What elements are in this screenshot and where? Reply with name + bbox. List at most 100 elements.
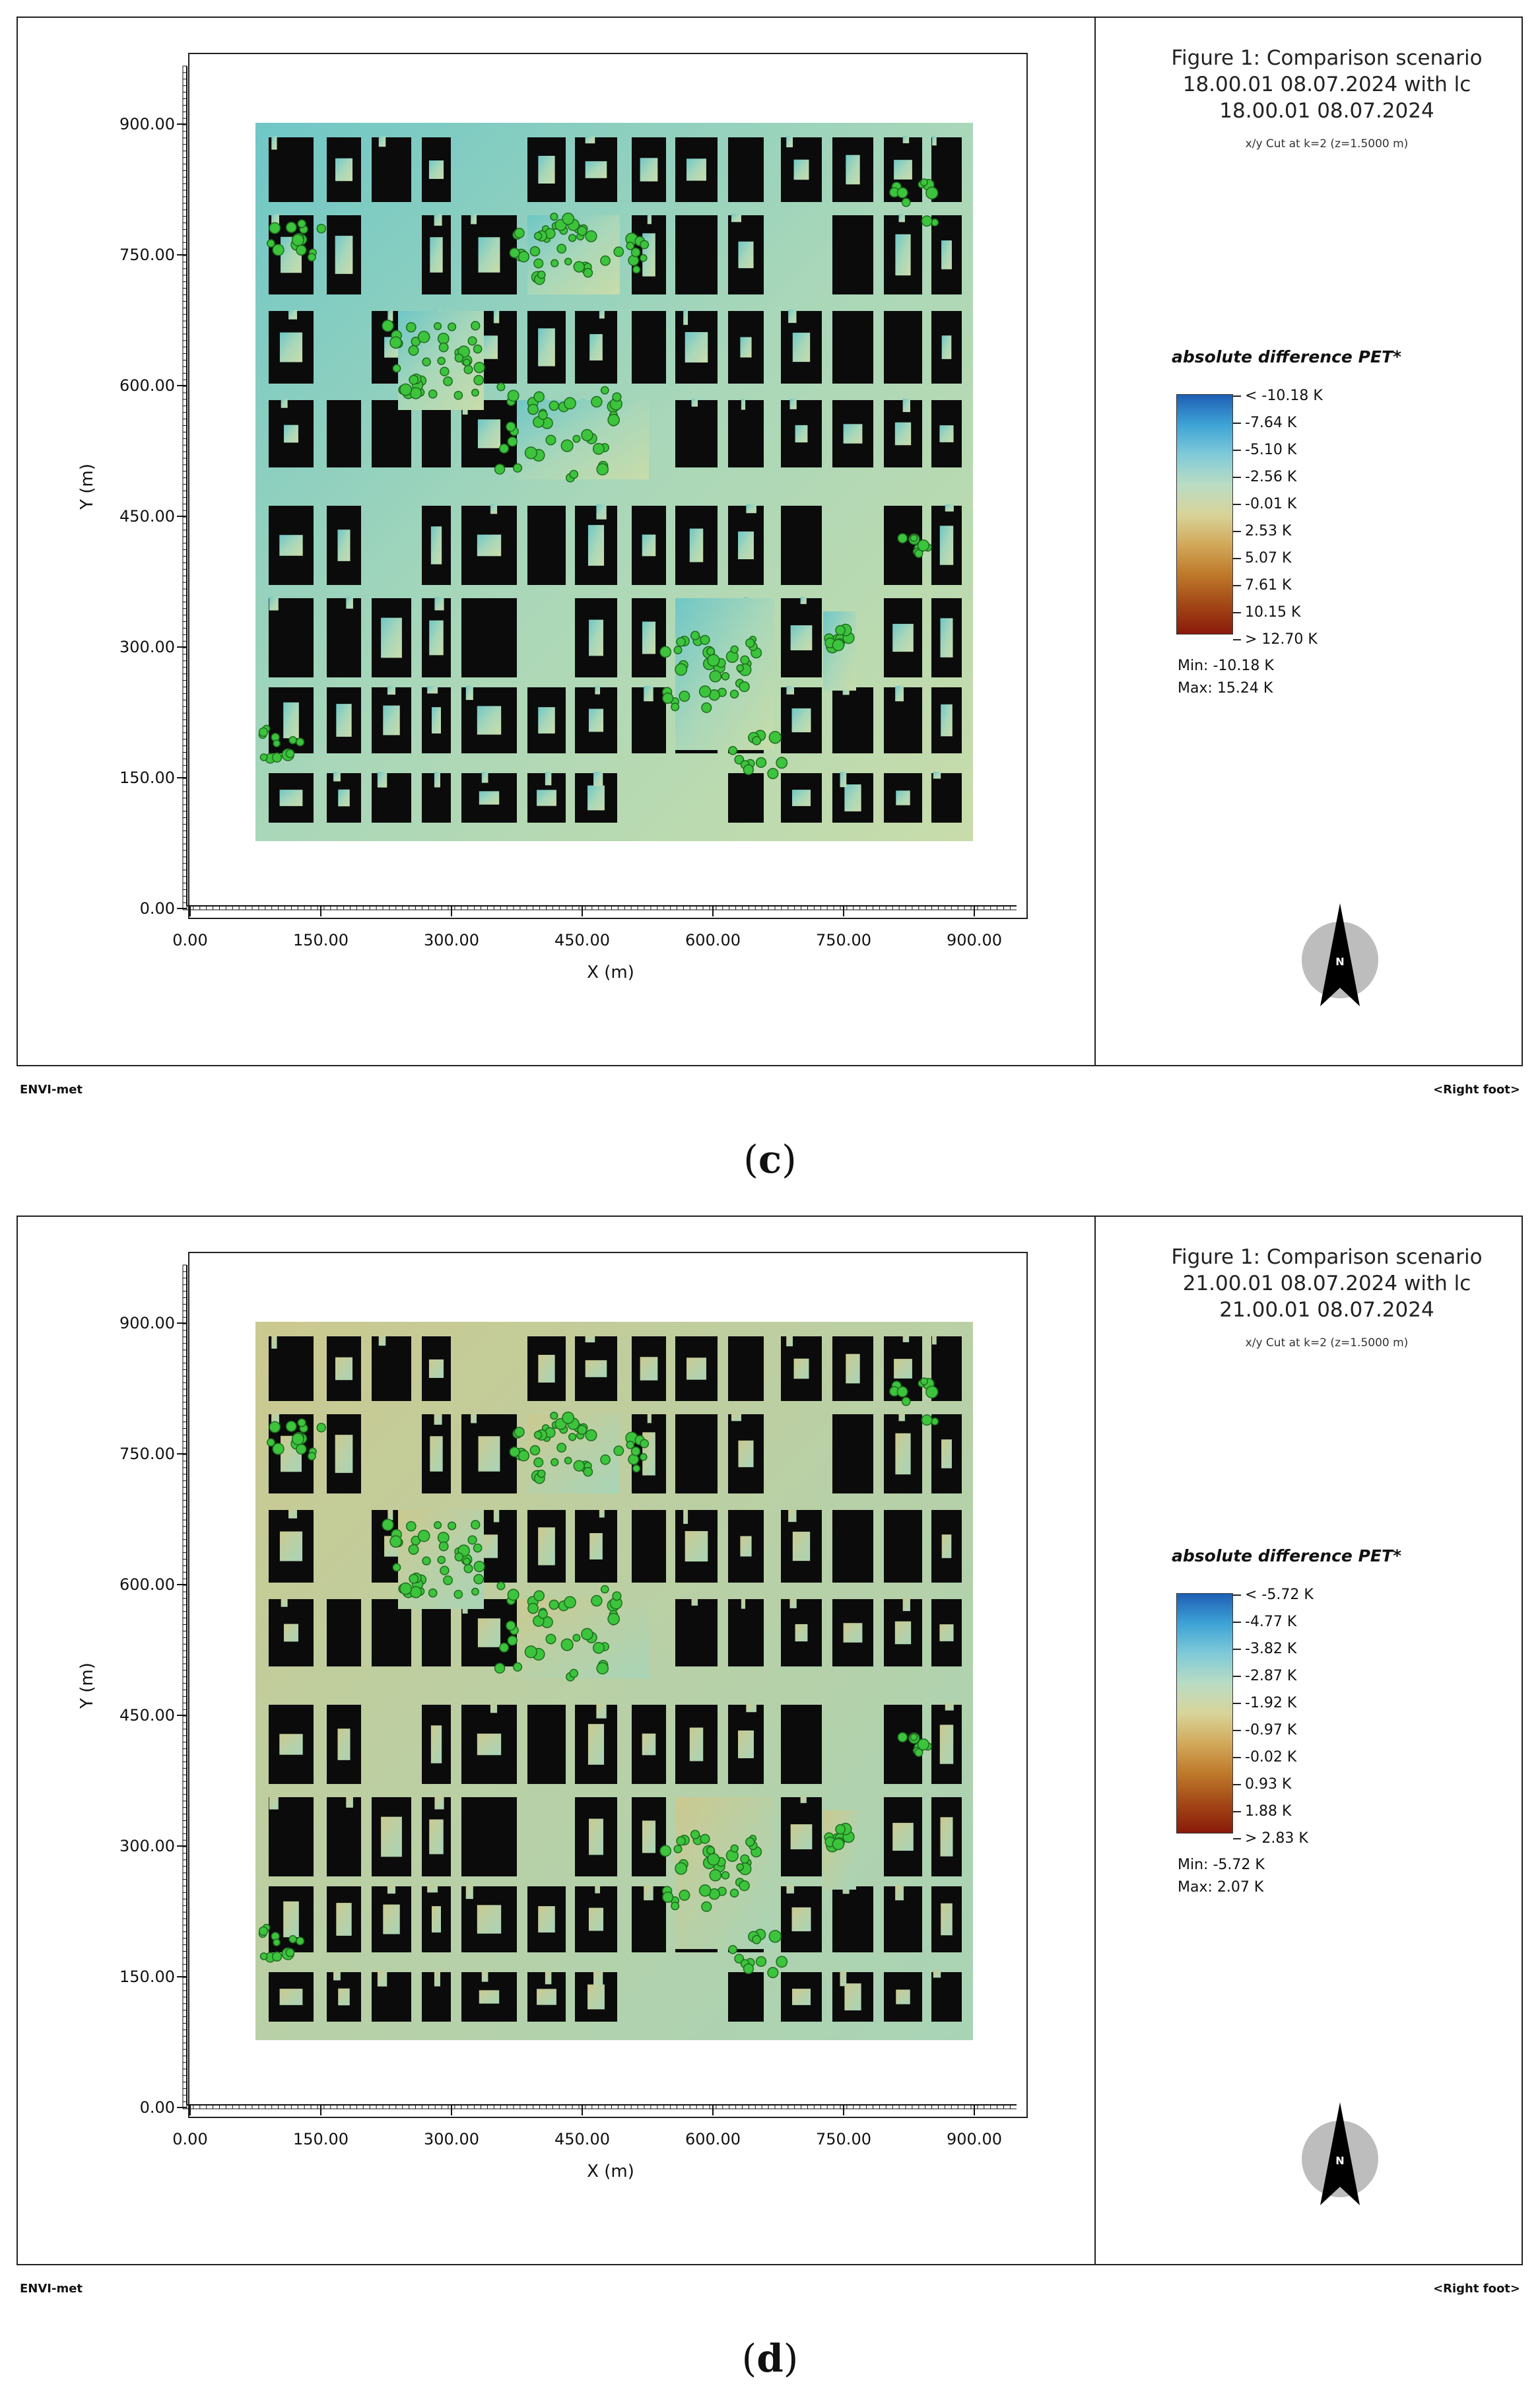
tree (509, 1447, 520, 1458)
tree (297, 1418, 306, 1427)
courtyard (941, 240, 952, 269)
courtyard (892, 623, 914, 652)
courtyard (788, 1509, 797, 1523)
building (327, 1599, 361, 1666)
courtyard (945, 504, 954, 512)
tree (533, 1431, 543, 1439)
courtyard (685, 1530, 708, 1562)
tree (639, 1453, 648, 1461)
courtyard (479, 791, 500, 805)
tree (910, 534, 918, 542)
tree (564, 397, 576, 410)
tree (591, 395, 603, 408)
figure-title-line: 18.00.01 08.07.2024 (1219, 99, 1434, 123)
tree (529, 246, 541, 257)
courtyard (387, 1885, 396, 1894)
courtyard (593, 1971, 603, 1985)
tree (499, 443, 510, 454)
courtyard (731, 1413, 741, 1422)
tree (673, 1845, 683, 1854)
legend-entry-label: 10.15 K (1245, 604, 1301, 621)
courtyard (387, 1509, 393, 1521)
courtyard (537, 1989, 556, 2005)
legend-entry-label: -4.77 K (1245, 1614, 1297, 1630)
courtyard (940, 1817, 953, 1857)
tree (832, 1837, 845, 1851)
legend-entry-label: 7.61 K (1245, 577, 1292, 594)
tree (897, 1732, 908, 1743)
tree (564, 1456, 572, 1464)
courtyard (471, 214, 477, 224)
legend-entry: -2.56 K (1233, 469, 1296, 485)
tree (409, 387, 422, 399)
courtyard (894, 160, 912, 180)
courtyard (894, 422, 912, 446)
building (884, 311, 922, 384)
tree (832, 638, 845, 652)
tree (679, 691, 690, 702)
tree (600, 1585, 609, 1594)
courtyard (477, 706, 502, 735)
footer-left: ENVI-met (20, 2282, 83, 2296)
tree (698, 1884, 712, 1897)
figure-title-line: 18.00.01 08.07.2024 with lc (1182, 73, 1471, 96)
tree (921, 1414, 933, 1426)
courtyard (279, 1989, 303, 2005)
tree (739, 681, 750, 693)
tree (564, 1596, 576, 1609)
y-tick: 450.00 (119, 1706, 175, 1725)
tree (569, 469, 579, 479)
courtyard (585, 161, 607, 178)
courtyard (538, 1906, 555, 1933)
courtyard (434, 772, 440, 788)
courtyard (387, 310, 393, 322)
panel-caption: (d) (741, 2336, 799, 2381)
x-tick: 900.00 (947, 931, 1002, 949)
tree (417, 1530, 430, 1542)
courtyard (790, 1824, 813, 1849)
tree (662, 692, 674, 704)
courtyard (793, 1358, 809, 1379)
courtyard (478, 237, 500, 273)
courtyard (585, 136, 595, 144)
tree (901, 1396, 911, 1406)
tree (671, 702, 680, 712)
max-value: Max: 15.24 K (1178, 680, 1273, 697)
tree (266, 239, 275, 248)
courtyard (800, 597, 807, 604)
tree (676, 1835, 686, 1846)
tree (729, 689, 739, 699)
courtyard (731, 214, 741, 223)
tree (626, 242, 635, 250)
legend-title: absolute difference PET* (1172, 347, 1402, 366)
courtyard (381, 1816, 402, 1857)
tree (701, 702, 712, 713)
courtyard (939, 1725, 954, 1764)
tree (285, 1420, 297, 1432)
courtyard (335, 1357, 353, 1381)
tree (471, 1520, 481, 1530)
courtyard (284, 1624, 298, 1642)
tree (437, 1531, 450, 1544)
legend-entry: 0.93 K (1233, 1776, 1291, 1793)
tree (507, 1635, 518, 1646)
tree (259, 1952, 268, 1960)
tree (675, 663, 688, 676)
courtyard (587, 525, 605, 566)
courtyard (689, 1727, 704, 1762)
caption-letter: c (758, 1137, 782, 1182)
tree (700, 634, 710, 645)
x-tick: 750.00 (816, 931, 871, 949)
building (832, 311, 873, 384)
courtyard (381, 617, 402, 658)
tree (592, 442, 605, 455)
tree (316, 224, 326, 234)
legend-entry-label: -0.97 K (1245, 1722, 1297, 1738)
tree (538, 1609, 548, 1620)
tree (533, 1590, 545, 1602)
courtyard (902, 399, 910, 413)
x-tick: 750.00 (816, 2130, 871, 2148)
courtyard (589, 334, 603, 360)
courtyard (892, 1822, 914, 1851)
courtyard (279, 1531, 303, 1561)
